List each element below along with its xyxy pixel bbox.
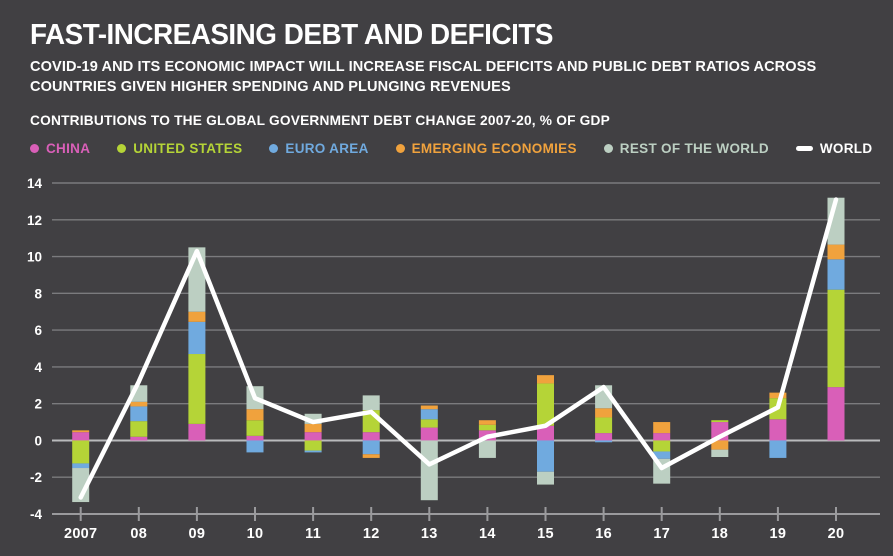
world-line-swatch-icon [795,146,813,151]
y-axis-label--4: -4 [30,507,42,522]
legend-item-emerging-economies: EMERGING ECONOMIES [395,141,577,156]
y-axis-label-4: 4 [34,360,42,375]
x-axis-label-09: 09 [189,526,206,542]
rest-of-the-world-swatch-icon [603,144,613,153]
x-axis-label-15: 15 [537,526,554,542]
y-axis-label--2: -2 [30,470,42,485]
legend-item-united-states: UNITED STATES [117,141,242,156]
x-axis-label-17: 17 [653,526,670,542]
x-axis-label-14: 14 [479,526,496,542]
legend-item-euro-area: EURO AREA [269,141,368,156]
x-axis-label-10: 10 [247,526,264,542]
chart-title: CONTRIBUTIONS TO THE GLOBAL GOVERNMENT D… [30,112,610,128]
legend-label-euro-area: EURO AREA [285,141,369,156]
united-states-swatch-icon [117,144,127,153]
china-swatch-icon [30,144,39,153]
legend-label-china: CHINA [46,141,91,156]
legend-item-rest-of-the-world: REST OF THE WORLD [603,141,769,156]
emerging-economies-swatch-icon [395,144,405,153]
x-axis-label-11: 11 [305,526,321,542]
x-axis-label-08: 08 [130,526,147,542]
page-subtitle: COVID-19 AND ITS ECONOMIC IMPACT WILL IN… [30,57,845,96]
subtitle-line-2: COUNTRIES GIVEN HIGHER SPENDING AND PLUN… [30,77,511,95]
x-axis-label-20: 20 [828,526,845,542]
x-axis-label-13: 13 [421,526,438,542]
y-axis-label-2: 2 [34,397,42,412]
legend: CHINA UNITED STATES EURO AREA EMERGING E… [30,141,880,156]
legend-item-china: CHINA [30,141,90,156]
y-axis-label-14: 14 [27,176,43,191]
y-axis-label-10: 10 [27,250,42,265]
legend-item-world: WORLD [795,141,873,156]
subtitle-line-1: COVID-19 AND ITS ECONOMIC IMPACT WILL IN… [30,58,817,76]
y-axis-label-6: 6 [34,323,42,338]
y-axis-label-0: 0 [34,433,42,448]
y-axis-label-8: 8 [34,286,42,301]
legend-label-united-states: UNITED STATES [133,141,243,156]
euro-area-swatch-icon [269,144,279,153]
x-axis-label-12: 12 [363,526,380,542]
legend-label-emerging-economies: EMERGING ECONOMIES [411,141,577,156]
legend-label-rest-of-the-world: REST OF THE WORLD [619,141,769,156]
page-title: FAST-INCREASING DEBT AND DEFICITS [30,19,553,51]
legend-label-world: WORLD [819,141,873,156]
x-axis-label-19: 19 [770,526,787,542]
x-axis-label-16: 16 [595,526,612,542]
y-axis-label-12: 12 [27,213,42,228]
x-axis-label-2007: 2007 [64,526,97,542]
x-axis-label-18: 18 [711,526,728,542]
header: FAST-INCREASING DEBT AND DEFICITS COVID-… [30,20,870,96]
